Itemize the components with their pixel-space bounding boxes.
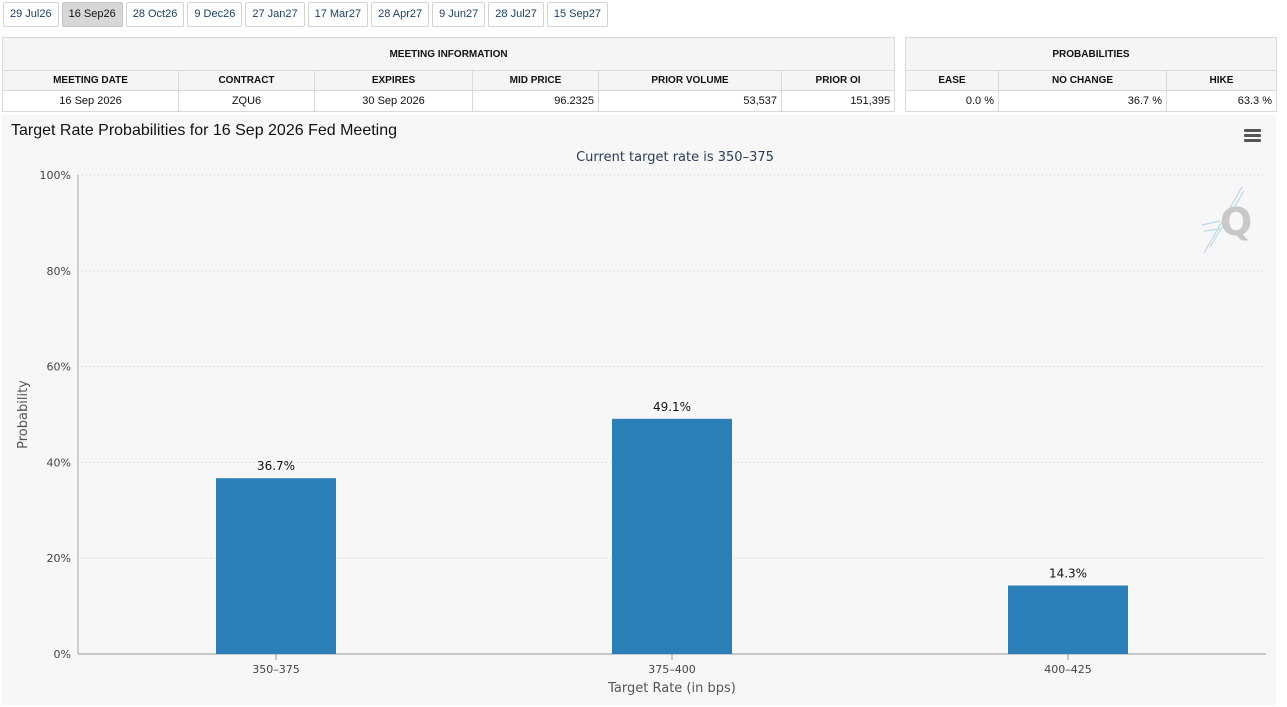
no-change-value: 36.7 % xyxy=(998,90,1167,112)
y-tick-label: 20% xyxy=(47,552,71,565)
x-tick-label: 400–425 xyxy=(1044,663,1092,676)
tab-9-dec26[interactable]: 9 Dec26 xyxy=(187,2,243,27)
bar xyxy=(216,478,336,654)
data-label: 36.7% xyxy=(257,459,295,473)
table-row: 0.0 % 36.7 % 63.3 % xyxy=(905,90,1277,112)
y-axis-title: Probability xyxy=(16,380,31,449)
svg-text:Q: Q xyxy=(1220,200,1252,244)
column-header-ease: EASE xyxy=(905,70,999,91)
y-tick-label: 0% xyxy=(54,648,71,661)
column-header-expires: EXPIRES xyxy=(314,70,473,91)
column-header-hike: HIKE xyxy=(1166,70,1277,91)
x-tick-label: 350–375 xyxy=(252,663,300,676)
meeting-date-value: 16 Sep 2026 xyxy=(2,90,179,112)
x-axis-title: Target Rate (in bps) xyxy=(607,681,736,696)
meeting-information-table: MEETING INFORMATION MEETING DATE CONTRAC… xyxy=(1,37,896,112)
contract-value: ZQU6 xyxy=(178,90,315,112)
chart-title: Target Rate Probabilities for 16 Sep 202… xyxy=(11,122,398,139)
probabilities-header: PROBABILITIES xyxy=(905,37,1277,71)
data-label: 14.3% xyxy=(1049,567,1087,581)
hamburger-menu-icon[interactable] xyxy=(1244,129,1261,143)
tab-27-jan27[interactable]: 27 Jan27 xyxy=(245,2,305,27)
meeting-date-tabs: 29 Jul26 16 Sep26 28 Oct26 9 Dec26 27 Jan27 1… xyxy=(3,2,611,27)
column-header-prior-volume: PRIOR VOLUME xyxy=(598,70,782,91)
bar xyxy=(1008,585,1128,654)
tab-17-mar27[interactable]: 17 Mar27 xyxy=(307,2,369,27)
q-logo-icon: Q xyxy=(1201,186,1252,254)
tab-16-sep26[interactable]: 16 Sep26 xyxy=(61,2,123,27)
tab-29-jul26[interactable]: 29 Jul26 xyxy=(3,2,59,27)
chart-subtitle: Current target rate is 350–375 xyxy=(576,150,774,165)
column-header-contract: CONTRACT xyxy=(178,70,315,91)
column-header-mid-price: MID PRICE xyxy=(472,70,599,91)
ease-value: 0.0 % xyxy=(905,90,999,112)
hike-value: 63.3 % xyxy=(1166,90,1277,112)
column-header-meeting-date: MEETING DATE xyxy=(2,70,179,91)
expires-value: 30 Sep 2026 xyxy=(314,90,473,112)
tab-9-jun27[interactable]: 9 Jun27 xyxy=(432,2,486,27)
x-tick-label: 375–400 xyxy=(648,663,696,676)
table-row: 16 Sep 2026 ZQU6 30 Sep 2026 96.2325 53,… xyxy=(2,90,896,112)
mid-price-value: 96.2325 xyxy=(472,90,599,112)
column-header-prior-oi: PRIOR OI xyxy=(780,70,896,91)
chart-panel: Current target rate is 350–375 0% 20% 40% 60… xyxy=(2,115,1276,705)
prior-oi-value: 151,395 xyxy=(780,90,896,112)
tab-28-jul27[interactable]: 28 Jul27 xyxy=(488,2,544,27)
y-tick-label: 80% xyxy=(47,265,71,278)
bar xyxy=(612,418,732,654)
tab-28-oct26[interactable]: 28 Oct26 xyxy=(125,2,185,27)
y-tick-label: 40% xyxy=(47,456,71,469)
target-rate-chart: Current target rate is 350–375 0% 20% 40% 60… xyxy=(16,150,1266,696)
data-label: 49.1% xyxy=(653,400,691,414)
prior-volume-value: 53,537 xyxy=(598,90,782,112)
column-header-no-change: NO CHANGE xyxy=(998,70,1167,91)
y-tick-label: 60% xyxy=(47,361,71,374)
y-tick-label: 100% xyxy=(40,169,71,182)
meeting-information-header: MEETING INFORMATION xyxy=(1,37,896,71)
tab-15-sep27[interactable]: 15 Sep27 xyxy=(546,2,608,27)
tab-28-apr27[interactable]: 28 Apr27 xyxy=(371,2,430,27)
probabilities-table: PROBABILITIES EASE NO CHANGE HIKE 0.0 % … xyxy=(905,37,1277,112)
